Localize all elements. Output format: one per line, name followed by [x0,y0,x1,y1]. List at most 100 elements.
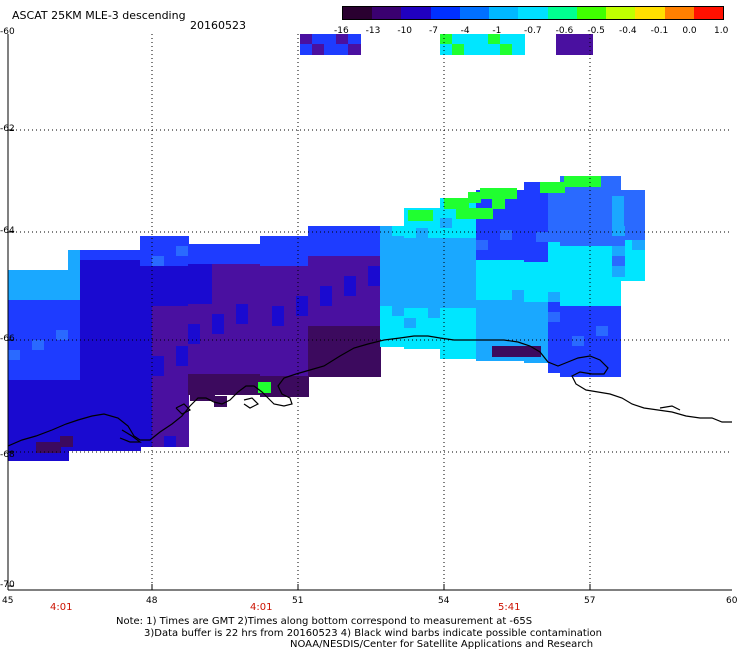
wind-cell [464,298,477,309]
wind-cell [524,212,537,223]
wind-cell [344,276,357,287]
wind-cell [8,330,21,341]
wind-cell [80,380,93,391]
colorbar-segment [693,7,724,19]
wind-cell [140,276,153,287]
wind-cell [32,330,45,341]
wind-cell [212,374,225,385]
wind-cell [68,420,81,431]
wind-cell [176,356,189,367]
wind-cell [236,324,249,335]
wind-cell [272,366,285,377]
wind-cell [380,266,393,277]
wind-cell [548,352,561,363]
wind-cell [500,340,513,351]
wind-cell [224,364,237,375]
wind-cell [572,296,585,307]
wind-cell [368,346,381,357]
wind-cell [152,276,165,287]
wind-cell [152,316,165,327]
wind-cell [248,374,261,385]
wind-cell [260,346,273,357]
wind-cell [452,318,465,329]
wind-cell [380,286,393,297]
wind-cell [464,44,477,55]
wind-cell [164,436,177,447]
wind-cell [408,210,421,221]
wind-cell [464,198,477,209]
wind-cell [524,312,537,323]
wind-cell [284,286,297,297]
wind-cell [212,244,225,255]
wind-cell [440,328,453,339]
wind-cell [332,346,345,357]
wind-cell [56,380,69,391]
wind-cell [596,356,609,367]
wind-cell [452,268,465,279]
wind-cell [32,410,45,421]
wind-cell [20,420,33,431]
wind-cell [116,280,129,291]
wind-cell [20,320,33,331]
wind-cell [500,290,513,301]
wind-cell [404,338,417,349]
wind-cell [332,276,345,287]
wind-cell [428,298,441,309]
wind-cell [164,396,177,407]
wind-cell [308,266,321,277]
wind-cell [392,296,405,307]
wind-cell [500,240,513,251]
wind-cell [524,282,537,293]
wind-cell [524,232,537,243]
wind-cell [404,308,417,319]
wind-cell [572,196,585,207]
wind-cell [560,336,573,347]
wind-cell [584,216,597,227]
wind-cell [140,326,153,337]
wind-cell [236,384,249,395]
wind-cell [200,314,213,325]
wind-cell [584,266,597,277]
wind-cell [500,210,513,221]
colorbar-segment [459,7,490,19]
wind-cell [308,316,321,327]
wind-cell [572,346,585,357]
wind-cell [44,270,57,281]
lat-label: -66 [0,334,15,344]
wind-cell [476,44,489,55]
wind-cell [560,206,573,217]
wind-cell [260,376,273,387]
wind-cell [356,236,369,247]
wind-cell [140,336,153,347]
wind-cell [104,360,117,371]
wind-cell [272,386,285,397]
wind-cell [612,256,625,267]
wind-cell [32,400,45,411]
wind-cell [596,306,609,317]
wind-cell [536,312,549,323]
wind-cell [608,306,621,317]
wind-cell [404,298,417,309]
wind-cell [140,386,153,397]
wind-cell [320,296,333,307]
wind-cell [512,270,525,281]
wind-cell [190,390,203,401]
wind-cell [324,44,337,55]
wind-cell [572,186,585,197]
wind-cell [488,280,501,291]
wind-cell [332,246,345,257]
wind-cell [80,350,93,361]
wind-cell [428,318,441,329]
lon-label: 45 [2,596,14,606]
wind-cell [620,190,633,201]
wind-cell [8,320,21,331]
wind-cell [356,316,369,327]
pass-time: 4:01 [50,602,73,613]
wind-cell [444,198,457,209]
wind-cell [548,232,561,243]
wind-cell [476,200,489,211]
wind-cell [536,342,549,353]
wind-cell [20,440,33,451]
wind-cell [536,282,549,293]
wind-cell [20,430,33,441]
